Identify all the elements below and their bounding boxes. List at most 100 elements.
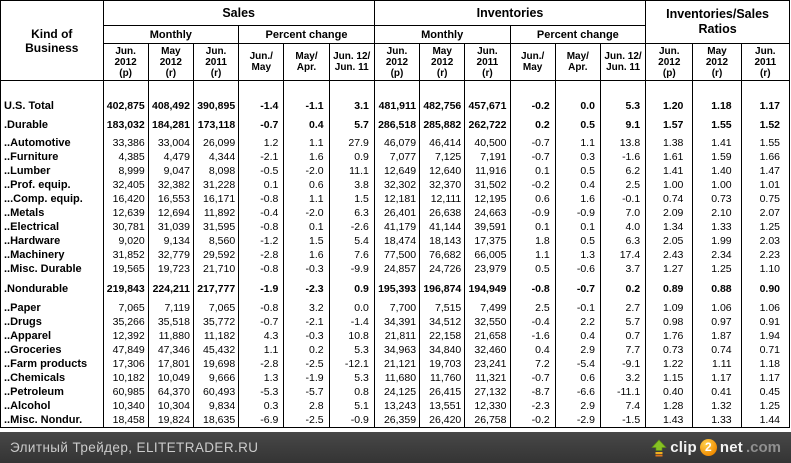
data-cell: 40,500 (464, 136, 511, 151)
data-cell: 32,302 (373, 178, 421, 193)
data-cell: -0.8 (238, 301, 285, 316)
data-cell: 19,698 (192, 357, 240, 372)
data-cell: 12,330 (464, 399, 511, 414)
data-cell: 31,852 (102, 248, 149, 263)
data-cell: 7,515 (419, 301, 466, 316)
table-row: ..Automotive 33,386 33,004 26,099 1.2 1.1 27.9… (0, 136, 791, 151)
data-cell: -5.7 (283, 385, 330, 400)
data-cell: 2.7 (599, 301, 647, 316)
data-cell: -0.7 (509, 371, 556, 386)
data-cell: 16,420 (102, 192, 149, 207)
data-cell: 77,500 (373, 248, 421, 263)
data-cell: -0.3 (283, 262, 330, 277)
data-cell: -0.7 (238, 315, 285, 330)
data-cell: 12,392 (102, 329, 149, 344)
data-cell: 0.74 (645, 192, 694, 207)
data-cell: 173,118 (192, 118, 240, 133)
data-cell: 5.1 (328, 399, 375, 414)
footer-site-label: Элитный Трейдер, ELITETRADER.RU (10, 440, 259, 455)
data-cell: 7,499 (464, 301, 511, 316)
data-cell: -12.1 (328, 357, 375, 372)
data-cell: 3.1 (328, 99, 375, 114)
column-header: Jun. 2011 (r) (464, 43, 511, 81)
data-cell: 7.7 (599, 343, 647, 358)
data-cell: 482,756 (419, 99, 466, 114)
spacer-cell (645, 276, 694, 283)
column-header: Jun. 2012 (p) (373, 43, 421, 81)
data-cell: -1.6 (599, 150, 647, 165)
data-cell: 6.3 (599, 234, 647, 249)
table-row: ..Farm products 17,306 17,801 19,698 -2.8 -2.… (0, 357, 791, 372)
spacer-cell (645, 296, 694, 302)
column-headers-row: Jun. 2012 (p) May 2012 (r) Jun. 2011 (r) Jun./May… (1, 43, 791, 81)
data-cell: 1.2 (238, 136, 285, 151)
data-cell: 0.4 (283, 118, 330, 133)
data-cell: 32,550 (464, 315, 511, 330)
data-cell: 31,502 (464, 178, 511, 193)
data-cell: -0.2 (509, 99, 556, 114)
data-cell: 1.61 (645, 150, 694, 165)
data-cell: -0.6 (554, 262, 601, 277)
data-cell: 21,658 (464, 329, 511, 344)
data-cell: 408,492 (147, 99, 194, 114)
data-cell: 1.52 (740, 118, 791, 133)
data-cell: 1.1 (283, 136, 330, 151)
data-cell: -1.9 (283, 371, 330, 386)
data-cell: 219,843 (102, 282, 149, 297)
data-cell: 8,560 (192, 234, 240, 249)
data-cell: 0.71 (740, 343, 791, 358)
data-cell: 1.28 (645, 399, 694, 414)
data-cell: 0.1 (238, 178, 285, 193)
data-cell: -0.8 (238, 262, 285, 277)
spacer-cell (283, 80, 330, 100)
data-cell: 4.3 (238, 329, 285, 344)
logo-text-clip: clip (670, 439, 697, 456)
data-cell: 31,039 (147, 220, 194, 235)
data-cell: 2.2 (554, 315, 601, 330)
ratios-header-line2: Ratios (698, 22, 737, 36)
data-cell: 0.2 (283, 343, 330, 358)
data-cell: 196,874 (419, 282, 466, 297)
data-cell: 1.55 (740, 136, 791, 151)
spacer-cell (692, 80, 742, 100)
data-cell: -0.9 (554, 206, 601, 221)
data-cell: 26,415 (419, 385, 466, 400)
data-cell: 1.11 (692, 357, 742, 372)
table-row: ..Lumber 8,999 9,047 8,098 -0.5 -2.0 11.1 12,64… (0, 164, 791, 179)
data-cell: 0.75 (740, 192, 791, 207)
data-cell: 1.00 (645, 178, 694, 193)
data-cell: 19,565 (102, 262, 149, 277)
clip2net-logo[interactable]: clip 2 net .com (651, 439, 781, 457)
table-row: ..Paper 7,065 7,119 7,065 -0.8 3.2 0.0 7,700 7,5… (0, 301, 791, 316)
data-cell: -8.7 (509, 385, 556, 400)
spacer-row (0, 80, 791, 100)
data-cell: 7,191 (464, 150, 511, 165)
data-cell: 2.05 (645, 234, 694, 249)
data-cell: 1.38 (645, 136, 694, 151)
data-cell: 64,370 (147, 385, 194, 400)
data-cell: 17,801 (147, 357, 194, 372)
data-cell: 34,391 (373, 315, 421, 330)
data-cell: 1.1 (509, 248, 556, 263)
data-cell: 35,518 (147, 315, 194, 330)
logo-text-net: net (719, 439, 743, 456)
data-cell: 2.34 (692, 248, 742, 263)
data-cell: 12,649 (373, 164, 421, 179)
data-cell: 2.5 (509, 301, 556, 316)
spacer-cell (740, 296, 791, 302)
data-cell: -0.8 (509, 282, 556, 297)
data-cell: 0.97 (692, 315, 742, 330)
data-cell: 19,723 (147, 262, 194, 277)
data-cell: 9,020 (102, 234, 149, 249)
data-cell: 34,512 (419, 315, 466, 330)
data-cell: 6.2 (599, 164, 647, 179)
data-cell: 5.3 (599, 99, 647, 114)
spacer-cell (328, 296, 375, 302)
data-cell: 4,479 (147, 150, 194, 165)
data-cell: 286,518 (373, 118, 421, 133)
data-cell: -1.4 (328, 315, 375, 330)
column-header: May 2012 (r) (147, 43, 194, 81)
data-cell: 41,179 (373, 220, 421, 235)
data-cell: 0.4 (509, 343, 556, 358)
data-cell: 1.44 (740, 413, 791, 428)
